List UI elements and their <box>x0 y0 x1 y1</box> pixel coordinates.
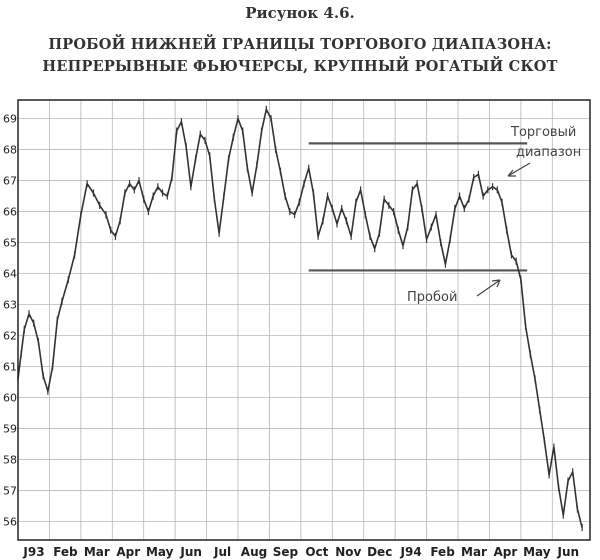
x-tick-label: Aug <box>241 545 267 559</box>
y-tick-label: 58 <box>3 453 17 466</box>
chart-grid <box>17 100 590 540</box>
y-tick-label: 60 <box>3 391 17 404</box>
breakout-label: Пробой <box>407 290 457 305</box>
figure-label: Рисунок 4.6. <box>245 4 355 22</box>
trading-range-label-line-1: Торговый <box>510 125 576 140</box>
y-tick-label: 69 <box>3 113 17 126</box>
price-line <box>17 108 583 528</box>
y-tick-label: 62 <box>3 329 17 342</box>
x-tick-label: Mar <box>461 545 487 559</box>
y-tick-label: 67 <box>3 175 17 188</box>
x-tick-label: Feb <box>430 545 455 559</box>
x-tick-label: Apr <box>494 545 518 559</box>
x-tick-label: Mar <box>84 545 110 559</box>
x-axis-ticks: J93 Feb Mar Apr May Jun Jul Aug Sep Oct Nov Dec J94 F… <box>22 545 579 559</box>
x-tick-label: Apr <box>116 545 140 559</box>
y-tick-label: 56 <box>3 515 17 528</box>
x-tick-label: Feb <box>53 545 78 559</box>
x-tick-label: Nov <box>335 545 361 559</box>
y-tick-label: 59 <box>3 422 17 435</box>
x-tick-label: J93 <box>22 545 44 559</box>
x-tick-label: May <box>146 545 174 559</box>
chart-title-line-1: ПРОБОЙ НИЖНЕЙ ГРАНИЦЫ ТОРГОВОГО ДИАПАЗОН… <box>48 36 552 53</box>
chart-title-line-2: НЕПРЕРЫВНЫЕ ФЬЮЧЕРСЫ, КРУПНЫЙ РОГАТЫЙ СК… <box>42 58 558 75</box>
y-tick-label: 64 <box>3 268 17 281</box>
x-tick-label: Jun <box>557 545 580 559</box>
x-tick-label: Jun <box>179 545 202 559</box>
y-tick-label: 66 <box>3 206 17 219</box>
y-tick-label: 63 <box>3 299 17 312</box>
x-tick-label: Oct <box>305 545 328 559</box>
x-tick-label: J94 <box>400 545 422 559</box>
y-tick-label: 65 <box>3 237 17 250</box>
plot-frame <box>17 99 591 541</box>
y-tick-label: 68 <box>3 144 17 157</box>
x-tick-label: May <box>523 545 551 559</box>
chart-title: ПРОБОЙ НИЖНЕЙ ГРАНИЦЫ ТОРГОВОГО ДИАПАЗОН… <box>0 34 600 78</box>
trading-range-label-line-2: диапазон <box>516 145 581 160</box>
reference-lines <box>308 142 528 272</box>
x-tick-label: Sep <box>273 545 299 559</box>
y-tick-label: 61 <box>3 360 17 373</box>
x-tick-label: Jul <box>213 545 231 559</box>
price-series <box>17 105 583 532</box>
trading-range-arrow-icon <box>507 162 531 177</box>
breakout-arrow-icon <box>476 279 501 297</box>
y-tick-label: 57 <box>3 484 17 497</box>
x-tick-label: Dec <box>367 545 392 559</box>
y-axis-ticks: 56 57 58 59 60 61 62 63 64 65 66 67 68 69 <box>3 113 17 529</box>
